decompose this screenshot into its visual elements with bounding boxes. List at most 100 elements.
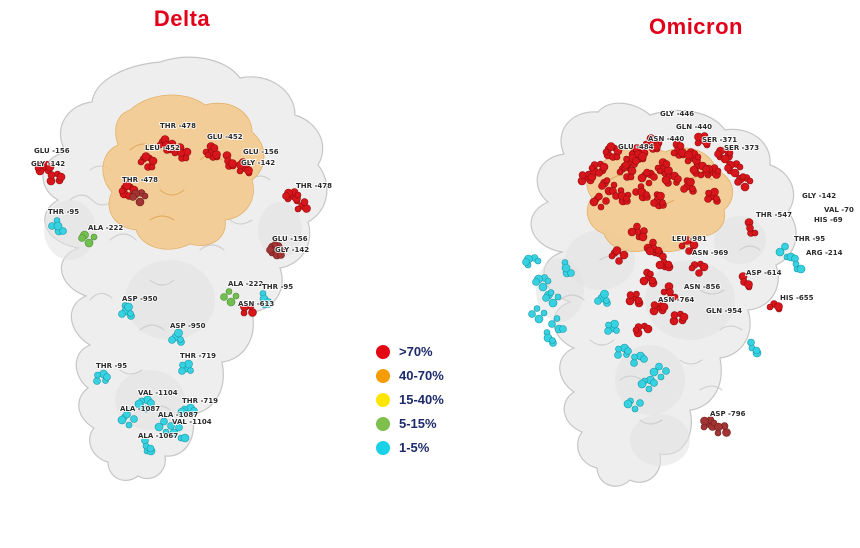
omicron-texture-line	[719, 325, 743, 331]
mutation-sphere	[730, 168, 740, 178]
mutation-sphere	[166, 143, 175, 152]
mutation-sphere	[695, 269, 703, 277]
residue-label: ALA -222	[228, 280, 263, 288]
residue-label: ASP -614	[746, 269, 782, 277]
mutation-sphere	[650, 301, 659, 309]
mutation-sphere	[122, 181, 132, 190]
mutation-sphere	[766, 303, 774, 311]
residue-label: GLU -156	[34, 147, 70, 155]
mutation-sphere	[129, 193, 137, 201]
mutation-sphere	[53, 221, 63, 231]
residue-label: ASP -950	[122, 295, 158, 303]
residue-label: THR -95	[48, 208, 79, 216]
mutation-sphere	[118, 187, 126, 195]
mutation-sphere	[597, 203, 605, 211]
mutation-sphere	[637, 379, 647, 389]
mutation-sphere	[598, 182, 606, 190]
mutation-sphere	[615, 257, 623, 265]
legend-label: 40-70%	[399, 368, 444, 383]
mutation-sphere	[650, 379, 658, 387]
mutation-sphere	[547, 289, 555, 296]
residue-label: ASN -764	[658, 296, 694, 304]
mutation-sphere	[141, 192, 149, 200]
mutation-sphere	[532, 278, 540, 286]
mutation-sphere	[232, 292, 240, 300]
mutation-sphere	[123, 410, 131, 419]
mutation-sphere	[638, 152, 647, 161]
mutation-sphere	[608, 252, 616, 260]
mutation-sphere	[528, 310, 536, 318]
mutation-sphere	[178, 367, 186, 375]
mutation-sphere	[595, 192, 603, 201]
residue-label: ASP -950	[170, 322, 206, 330]
delta-texture-line	[149, 405, 171, 411]
mutation-sphere	[781, 242, 789, 251]
mutation-sphere	[610, 181, 618, 189]
delta-rbd-region	[102, 94, 265, 250]
residue-label: ALA -1087	[120, 405, 160, 413]
residue-label: THR -719	[182, 397, 218, 405]
legend-item: >70%	[376, 344, 444, 359]
mutation-sphere	[616, 168, 624, 176]
mutation-sphere	[689, 247, 697, 255]
mutation-sphere	[637, 173, 647, 183]
legend-item: 1-5%	[376, 440, 444, 455]
mutation-sphere	[671, 293, 679, 301]
mutation-sphere	[282, 192, 290, 200]
mutation-sphere	[93, 377, 101, 385]
mutation-sphere	[542, 294, 550, 302]
residue-label: GLY -142	[241, 159, 275, 167]
residue-label: HIS -69	[814, 216, 843, 224]
mutation-sphere	[177, 336, 184, 343]
mutation-sphere	[553, 315, 561, 322]
residue-label: ARG -214	[806, 249, 843, 257]
omicron-title: Omicron	[649, 14, 743, 39]
delta-rbd-texture	[159, 189, 185, 196]
mutation-sphere	[632, 157, 640, 165]
residue-label: VAL -1104	[172, 418, 212, 426]
mutation-sphere	[648, 276, 657, 285]
mutation-sphere	[752, 346, 761, 355]
mutation-sphere	[187, 367, 194, 374]
mutation-sphere	[266, 246, 274, 254]
mutation-sphere	[713, 195, 720, 202]
mutation-sphere	[544, 277, 552, 285]
residue-label: THR -478	[122, 176, 158, 184]
mutation-sphere	[619, 250, 629, 260]
mutation-sphere	[84, 238, 94, 248]
mutation-sphere	[240, 302, 249, 312]
mutation-sphere	[177, 149, 185, 157]
mutation-sphere	[277, 251, 285, 259]
residue-label: THR -547	[756, 211, 792, 219]
mutation-sphere	[623, 155, 630, 163]
residue-label: GLY -142	[31, 160, 65, 168]
mutation-sphere	[630, 359, 638, 367]
mutation-sphere	[167, 422, 175, 430]
residue-label: GLU -484	[618, 143, 654, 151]
residue-label: ASN -440	[648, 135, 684, 143]
mutation-sphere	[645, 385, 653, 393]
mutation-sphere	[588, 164, 596, 172]
mutation-sphere	[175, 423, 183, 432]
mutation-sphere	[710, 187, 719, 197]
delta-mutation-markers	[34, 135, 311, 456]
mutation-sphere	[589, 197, 599, 207]
residue-label: ASN -613	[238, 300, 274, 308]
mutation-sphere	[604, 327, 612, 335]
legend-label: 1-5%	[399, 440, 430, 455]
mutation-sphere	[631, 353, 638, 361]
mutation-sphere	[47, 171, 56, 179]
delta-texture-line	[139, 324, 165, 331]
mutation-sphere	[645, 179, 653, 187]
mutation-sphere	[559, 325, 567, 333]
mutation-sphere	[679, 312, 689, 322]
mutation-sphere	[739, 173, 747, 180]
mutation-sphere	[118, 310, 126, 318]
delta-surface-shading	[258, 202, 302, 258]
residue-label: GLN -440	[676, 123, 712, 131]
mutation-sphere	[141, 152, 151, 161]
mutation-sphere	[561, 263, 571, 273]
mutation-sphere	[606, 142, 616, 151]
